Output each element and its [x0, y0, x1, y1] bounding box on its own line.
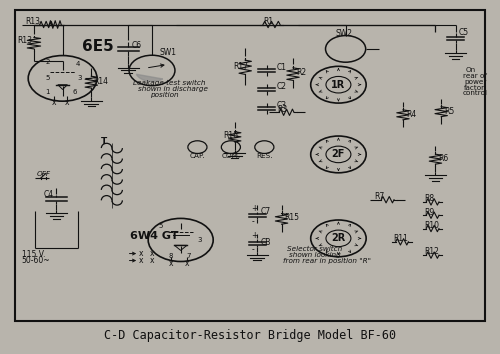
Text: 7: 7 — [187, 253, 192, 259]
Text: Selector switch: Selector switch — [288, 246, 343, 252]
Text: R3: R3 — [277, 104, 287, 114]
Text: SW2: SW2 — [335, 29, 352, 38]
Text: R11: R11 — [394, 234, 408, 243]
Text: rear of: rear of — [462, 73, 486, 79]
Text: R16: R16 — [223, 131, 238, 140]
Text: R4: R4 — [406, 110, 416, 119]
Text: COM.: COM. — [222, 153, 240, 159]
Text: from rear in position "R": from rear in position "R" — [284, 257, 372, 264]
Text: C6: C6 — [132, 41, 141, 50]
Text: 115 V.: 115 V. — [22, 250, 45, 259]
Text: C4: C4 — [44, 189, 54, 199]
Text: R6: R6 — [438, 154, 448, 163]
Text: R17: R17 — [234, 62, 248, 71]
Text: R13: R13 — [18, 36, 32, 45]
Text: C7: C7 — [260, 207, 270, 216]
Text: 4: 4 — [76, 61, 80, 67]
Text: R8: R8 — [424, 194, 434, 203]
Text: OFF: OFF — [37, 171, 51, 177]
Text: 2R: 2R — [332, 233, 345, 243]
Text: x: x — [150, 256, 154, 265]
Text: 2F: 2F — [332, 149, 345, 159]
Text: C-D Capacitor-Resistor Bridge Model BF-60: C-D Capacitor-Resistor Bridge Model BF-6… — [104, 329, 396, 342]
Text: R15: R15 — [284, 213, 300, 222]
Text: R2: R2 — [296, 68, 306, 77]
Text: Leakage test switch: Leakage test switch — [133, 80, 206, 86]
Text: shown in discharge: shown in discharge — [138, 86, 208, 92]
Text: R5: R5 — [444, 107, 454, 115]
Text: x: x — [169, 258, 173, 268]
Text: shown looking: shown looking — [289, 252, 341, 258]
Text: R7: R7 — [374, 192, 384, 201]
Text: -: - — [252, 217, 254, 227]
Text: On: On — [466, 68, 476, 73]
Text: C3: C3 — [277, 102, 287, 110]
Text: 6W4 GT: 6W4 GT — [130, 231, 178, 241]
Text: R10: R10 — [424, 221, 439, 230]
Text: +: + — [252, 231, 258, 240]
Text: x: x — [52, 98, 56, 107]
Text: position: position — [150, 91, 178, 98]
Text: C5: C5 — [458, 28, 468, 37]
Text: x: x — [139, 249, 143, 258]
Text: R1: R1 — [264, 17, 274, 26]
Text: 8: 8 — [168, 253, 173, 259]
Text: 3: 3 — [198, 237, 202, 243]
Text: C1: C1 — [277, 63, 287, 73]
Text: CB: CB — [260, 238, 271, 247]
Text: 1R: 1R — [332, 80, 345, 90]
Text: 50-60~: 50-60~ — [22, 256, 50, 265]
Text: R14: R14 — [94, 77, 108, 86]
Text: x: x — [184, 258, 189, 268]
Text: -: - — [252, 245, 254, 254]
Text: T: T — [101, 137, 107, 146]
Text: 5: 5 — [158, 223, 162, 229]
Text: 3: 3 — [77, 75, 82, 81]
Text: 6: 6 — [72, 88, 76, 95]
Text: RES.: RES. — [256, 153, 272, 159]
Text: 2: 2 — [46, 59, 50, 65]
Text: power: power — [464, 79, 486, 85]
Text: SW1: SW1 — [159, 48, 176, 57]
Text: control: control — [462, 90, 487, 96]
Text: R13: R13 — [26, 17, 40, 26]
Text: C2: C2 — [277, 82, 287, 91]
Text: factor: factor — [464, 85, 485, 91]
Text: 6E5: 6E5 — [82, 39, 114, 54]
Text: x: x — [150, 249, 154, 258]
Polygon shape — [136, 74, 163, 81]
Text: 5: 5 — [46, 75, 50, 81]
Text: +: + — [252, 204, 258, 213]
Text: CAP.: CAP. — [190, 153, 205, 159]
Text: x: x — [65, 98, 70, 107]
Text: R9: R9 — [424, 207, 434, 217]
Text: R12: R12 — [424, 247, 439, 257]
Text: x: x — [139, 256, 143, 265]
Text: 1: 1 — [46, 88, 50, 95]
